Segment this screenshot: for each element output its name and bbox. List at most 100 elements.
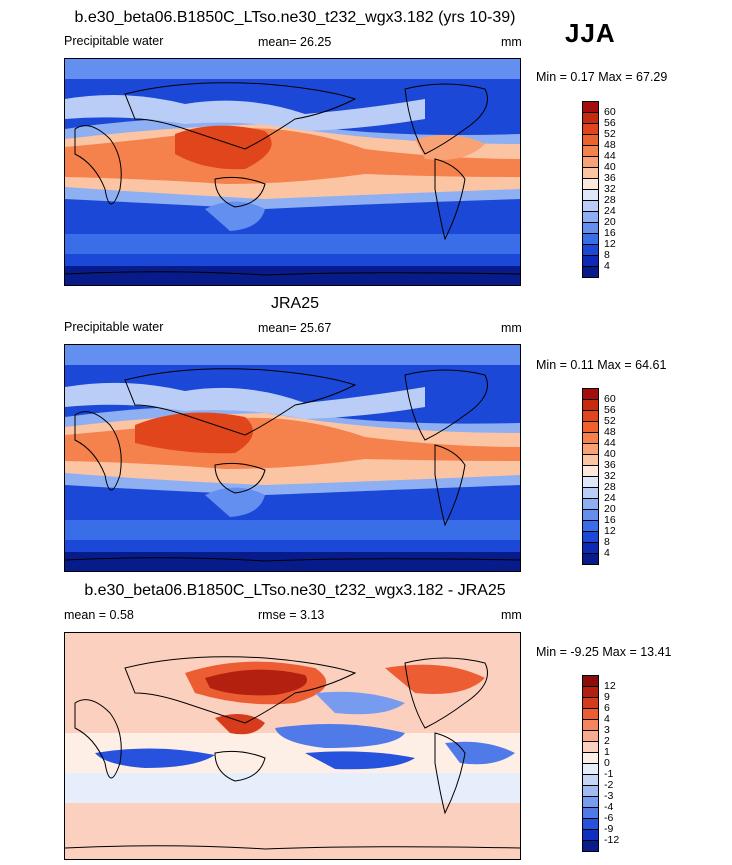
colorbar-3-label: 6 — [604, 702, 610, 714]
panel-1-map-graphic — [65, 59, 520, 285]
colorbar-3-cell — [582, 818, 599, 829]
colorbar-2-label: 40 — [604, 448, 616, 460]
colorbar-3-label: 12 — [604, 680, 616, 692]
panel-3-map — [64, 632, 521, 860]
colorbar-3-label: -4 — [604, 801, 614, 813]
panel-1-minmax: Min = 0.17 Max = 67.29 — [536, 70, 668, 84]
panel-3-rmse-label: rmse = 3.13 — [258, 608, 325, 622]
panel-2-map-graphic — [65, 345, 520, 571]
season-label: JJA — [565, 18, 616, 48]
colorbar-1-label: 36 — [604, 172, 616, 184]
colorbar-2-cell — [582, 432, 599, 443]
colorbar-2-cell — [582, 498, 599, 509]
panel-3-minmax: Min = -9.25 Max = 13.41 — [536, 645, 672, 659]
colorbar-1-cell — [582, 266, 599, 278]
colorbar-1-label: 48 — [604, 139, 616, 151]
colorbar-1-cell — [582, 101, 599, 112]
colorbar-2-cell — [582, 388, 599, 399]
colorbar-3-cell — [582, 829, 599, 840]
colorbar-1-cell — [582, 222, 599, 233]
colorbar-2-label: 36 — [604, 459, 616, 471]
panel-1-units: mm — [501, 35, 522, 49]
panel-2-map — [64, 344, 521, 572]
colorbar-3-cell — [582, 741, 599, 752]
panel-2-title: JRA25 — [270, 295, 320, 312]
panel-2-units: mm — [501, 321, 522, 335]
colorbar-3-label: 0 — [604, 757, 610, 769]
panel-3-colorbar — [582, 675, 599, 852]
colorbar-1-label: 60 — [604, 106, 616, 118]
colorbar-2-label: 56 — [604, 404, 616, 416]
colorbar-2-label: 20 — [604, 503, 616, 515]
colorbar-3-label: 1 — [604, 746, 610, 758]
colorbar-2-cell — [582, 443, 599, 454]
colorbar-3-cell — [582, 752, 599, 763]
colorbar-3-cell — [582, 807, 599, 818]
colorbar-3-cell — [582, 730, 599, 741]
colorbar-1-cell — [582, 167, 599, 178]
colorbar-1-label: 44 — [604, 150, 616, 162]
colorbar-3-cell — [582, 774, 599, 785]
colorbar-2-cell — [582, 542, 599, 553]
colorbar-2-cell — [582, 410, 599, 421]
colorbar-1-cell — [582, 255, 599, 266]
colorbar-2-cell — [582, 465, 599, 476]
colorbar-3-label: -6 — [604, 812, 614, 824]
colorbar-1-cell — [582, 134, 599, 145]
colorbar-1-label: 4 — [604, 260, 610, 272]
colorbar-3-cell — [582, 785, 599, 796]
colorbar-1-label: 56 — [604, 117, 616, 129]
colorbar-2-cell — [582, 476, 599, 487]
colorbar-3-label: 3 — [604, 724, 610, 736]
colorbar-3-cell — [582, 719, 599, 730]
panel-1-mean-label: mean= 26.25 — [258, 35, 332, 49]
colorbar-1-cell — [582, 112, 599, 123]
colorbar-1-label: 32 — [604, 183, 616, 195]
colorbar-1-cell — [582, 244, 599, 255]
colorbar-2-label: 12 — [604, 525, 616, 537]
colorbar-2-label: 8 — [604, 536, 610, 548]
panel-3-mean-label: mean = 0.58 — [64, 608, 134, 622]
colorbar-1-label: 20 — [604, 216, 616, 228]
panel-3-map-graphic — [65, 633, 520, 859]
colorbar-2-label: 28 — [604, 481, 616, 493]
colorbar-2-cell — [582, 421, 599, 432]
colorbar-2-label: 52 — [604, 415, 616, 427]
colorbar-2-cell — [582, 520, 599, 531]
panel-2-mean-label: mean= 25.67 — [258, 321, 332, 335]
colorbar-3-label: -9 — [604, 823, 614, 835]
colorbar-1-cell — [582, 123, 599, 134]
colorbar-3-cell — [582, 697, 599, 708]
colorbar-2-label: 60 — [604, 393, 616, 405]
colorbar-1-label: 8 — [604, 249, 610, 261]
colorbar-1-cell — [582, 200, 599, 211]
colorbar-3-cell — [582, 686, 599, 697]
colorbar-2-cell — [582, 399, 599, 410]
colorbar-1-label: 40 — [604, 161, 616, 173]
colorbar-2-cell — [582, 553, 599, 565]
colorbar-1-label: 28 — [604, 194, 616, 206]
colorbar-2-label: 4 — [604, 547, 610, 559]
colorbar-2-cell — [582, 487, 599, 498]
colorbar-1-label: 12 — [604, 238, 616, 250]
colorbar-1-label: 24 — [604, 205, 616, 217]
panel-1-variable-label: Precipitable water — [64, 34, 164, 48]
colorbar-3-label: -12 — [604, 834, 620, 846]
panel-1-title: b.e30_beta06.B1850C_LTso.ne30_t232_wgx3.… — [74, 9, 516, 26]
colorbar-1-cell — [582, 233, 599, 244]
colorbar-1-label: 16 — [604, 227, 616, 239]
colorbar-3-cell — [582, 708, 599, 719]
colorbar-2-cell — [582, 531, 599, 542]
colorbar-2-label: 48 — [604, 426, 616, 438]
panel-3-units: mm — [501, 608, 522, 622]
colorbar-1-cell — [582, 211, 599, 222]
colorbar-2-label: 16 — [604, 514, 616, 526]
colorbar-3-cell — [582, 796, 599, 807]
colorbar-1-cell — [582, 178, 599, 189]
colorbar-2-cell — [582, 509, 599, 520]
colorbar-1-cell — [582, 156, 599, 167]
panel-1-map — [64, 58, 521, 286]
colorbar-3-label: -3 — [604, 790, 614, 802]
colorbar-3-cell — [582, 763, 599, 774]
colorbar-3-label: 4 — [604, 713, 610, 725]
